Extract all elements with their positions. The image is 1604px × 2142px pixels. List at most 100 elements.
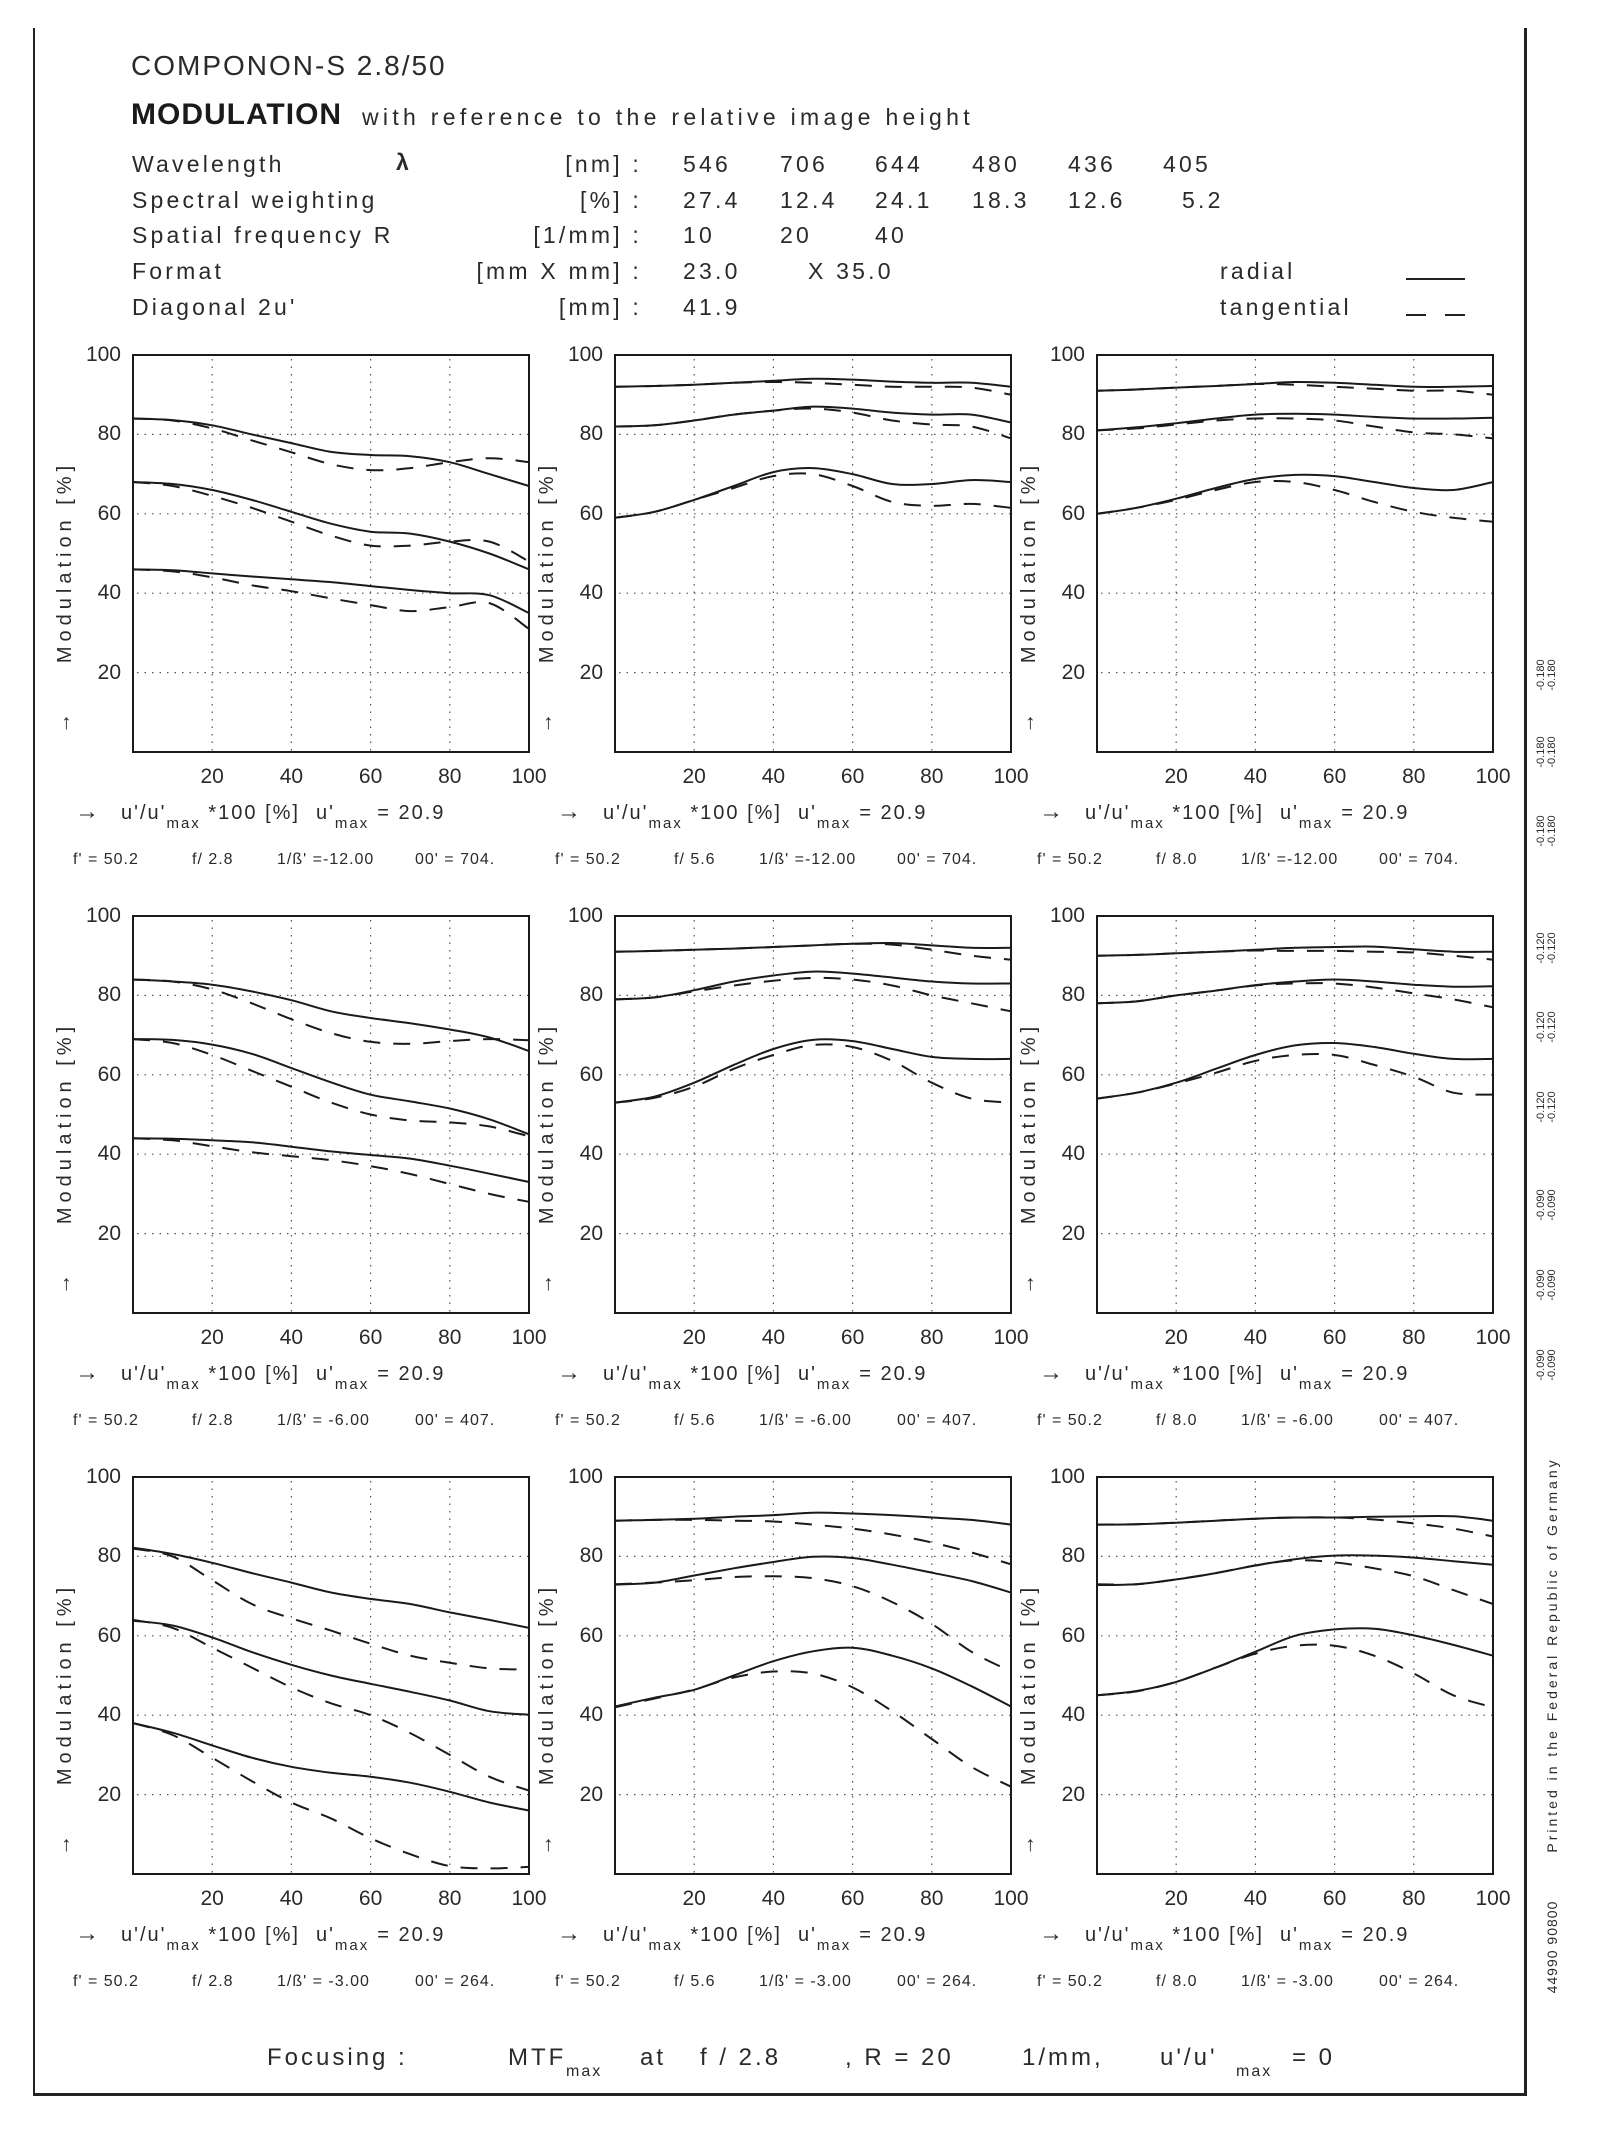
side-code-pair: -0.090 -0.090 (1535, 1175, 1558, 1235)
y-tick-label: 100 (85, 904, 121, 927)
y-tick-label: 20 (579, 1782, 603, 1806)
x-axis-umax: u' (797, 802, 817, 824)
focusing-value: = 0 (1292, 2044, 1336, 2071)
x-tick-label: 60 (358, 1326, 383, 1349)
plot-frame (132, 915, 530, 1314)
side-code: -0.090 (1546, 1269, 1558, 1301)
radial-curve-10 (132, 417, 530, 487)
y-tick-label: 100 (567, 343, 603, 366)
y-axis-label: Modulation [%] (1018, 1021, 1040, 1225)
x-axis-umax-sub: max (334, 1376, 370, 1393)
x-axis-label-part: u'/u' (121, 1924, 167, 1946)
y-tick-label: 20 (97, 660, 121, 684)
x-axis-label-part: max (166, 1937, 201, 1954)
x-axis-umax-value: = 20.9 (377, 1924, 446, 1946)
up-arrow-icon: ↑ (543, 1833, 554, 1856)
plot-frame (614, 1476, 1012, 1875)
legend-radial-label: radial (1220, 258, 1296, 284)
side-code: -0.090 (1546, 1189, 1558, 1221)
plot-frame (132, 1476, 530, 1875)
x-tick-label: 20 (1164, 765, 1188, 788)
format-label: Format (132, 258, 225, 284)
object-distance: 00' = 264. (415, 1973, 496, 1990)
radial-curve-20 (614, 405, 1012, 428)
x-axis-label: u'/u'max *100 [%] (1085, 803, 1264, 831)
y-tick-label: 100 (567, 1465, 603, 1488)
x-axis-label-line: → u'/u'max *100 [%] u'max = 20.9 (1039, 1922, 1409, 1954)
tangential-curve-20 (1096, 1559, 1494, 1605)
page-frame-right (1524, 28, 1527, 2096)
tangential-curve-40 (614, 1043, 1012, 1104)
x-tick-label: 100 (511, 765, 547, 788)
side-code-pair: -0.120 -0.120 (1535, 1077, 1558, 1137)
radial-curve-20 (614, 970, 1012, 1001)
spatial-value: 40 (875, 222, 907, 248)
x-axis-label-part: *100 [%] (200, 1924, 300, 1946)
y-axis-label: Modulation [%] (54, 1021, 76, 1225)
spectral-value: 5.2 (1182, 187, 1224, 213)
diagonal-value: 41.9 (683, 294, 741, 320)
x-axis-umax-sub: max (816, 1937, 852, 1954)
focusing-unit: 1/mm, (1022, 2044, 1104, 2071)
aperture: f/ 5.6 (674, 851, 716, 868)
magnification: 1/ß' = -3.00 (277, 1973, 370, 1990)
y-tick-label: 20 (579, 660, 603, 684)
x-axis-umax: u' (315, 1363, 335, 1385)
focal-length: f' = 50.2 (1037, 851, 1103, 868)
x-axis-label-part: max (166, 815, 201, 832)
wavelength-value: 644 (875, 151, 923, 177)
x-tick-label: 60 (358, 765, 383, 788)
y-tick-label: 40 (579, 1142, 603, 1166)
tangential-curve-20 (132, 481, 530, 563)
x-axis-label-line: → u'/u'max *100 [%] u'max = 20.9 (557, 800, 928, 832)
x-axis-label: u'/u'max *100 [%] (1085, 1925, 1264, 1953)
x-axis-umax-value: = 20.9 (859, 802, 928, 824)
y-tick-label: 60 (1061, 1623, 1085, 1647)
focusing-aperture: f / 2.8 (700, 2044, 782, 2071)
lens-title: COMPONON-S 2.8/50 (131, 50, 447, 81)
tangential-curve-20 (614, 1575, 1012, 1673)
radial-curve-40 (132, 568, 530, 614)
up-arrow-icon: ↑ (1025, 711, 1036, 734)
radial-curve-40 (1096, 1627, 1494, 1697)
radial-curve-20 (132, 1619, 530, 1716)
wavelength-value: 436 (1068, 151, 1116, 177)
aperture: f/ 5.6 (674, 1973, 716, 1990)
y-tick-label: 60 (579, 1062, 603, 1086)
radial-curve-10 (1096, 380, 1494, 392)
side-code-pair: -0.090 -0.090 (1535, 1335, 1558, 1395)
plot-frame (1096, 354, 1494, 753)
y-tick-label: 80 (579, 1544, 603, 1568)
mtf-chart (132, 915, 530, 1314)
radial-curve-10 (1096, 1514, 1494, 1526)
y-tick-label: 80 (1061, 983, 1085, 1007)
side-code: -0.180 (1546, 659, 1558, 691)
side-code-pair: -0.180 -0.180 (1535, 645, 1558, 705)
right-arrow-icon: → (1039, 798, 1065, 825)
y-tick-label: 80 (1061, 1544, 1085, 1568)
focusing-label: Focusing : (267, 2044, 408, 2071)
x-tick-label: 80 (920, 765, 944, 788)
x-axis-umax-value: = 20.9 (377, 1363, 446, 1385)
wavelength-value: 546 (683, 151, 731, 177)
y-tick-label: 100 (567, 904, 603, 927)
radial-curve-20 (614, 1555, 1012, 1594)
x-axis-label-part: *100 [%] (1164, 802, 1264, 824)
x-axis-umax-value: = 20.9 (859, 1924, 928, 1946)
spatial-value: 10 (683, 222, 715, 248)
x-tick-label: 100 (1475, 765, 1511, 788)
spectral-value: 18.3 (972, 187, 1030, 213)
focusing-mtf: MTF (508, 2044, 567, 2071)
y-tick-label: 60 (579, 501, 603, 525)
focal-length: f' = 50.2 (73, 851, 139, 868)
spectral-value: 12.6 (1068, 187, 1126, 213)
spatial-value: 20 (780, 222, 812, 248)
x-axis-label-part: *100 [%] (1164, 1924, 1264, 1946)
radial-curve-40 (132, 1722, 530, 1812)
spatial-unit: [1/mm] : (533, 222, 642, 248)
side-code-pair: -0.090 -0.090 (1535, 1255, 1558, 1315)
y-tick-label: 40 (1061, 1703, 1085, 1727)
up-arrow-icon: ↑ (61, 1272, 72, 1295)
x-axis-label-part: u'/u' (603, 802, 649, 824)
aperture: f/ 8.0 (1156, 1412, 1198, 1429)
